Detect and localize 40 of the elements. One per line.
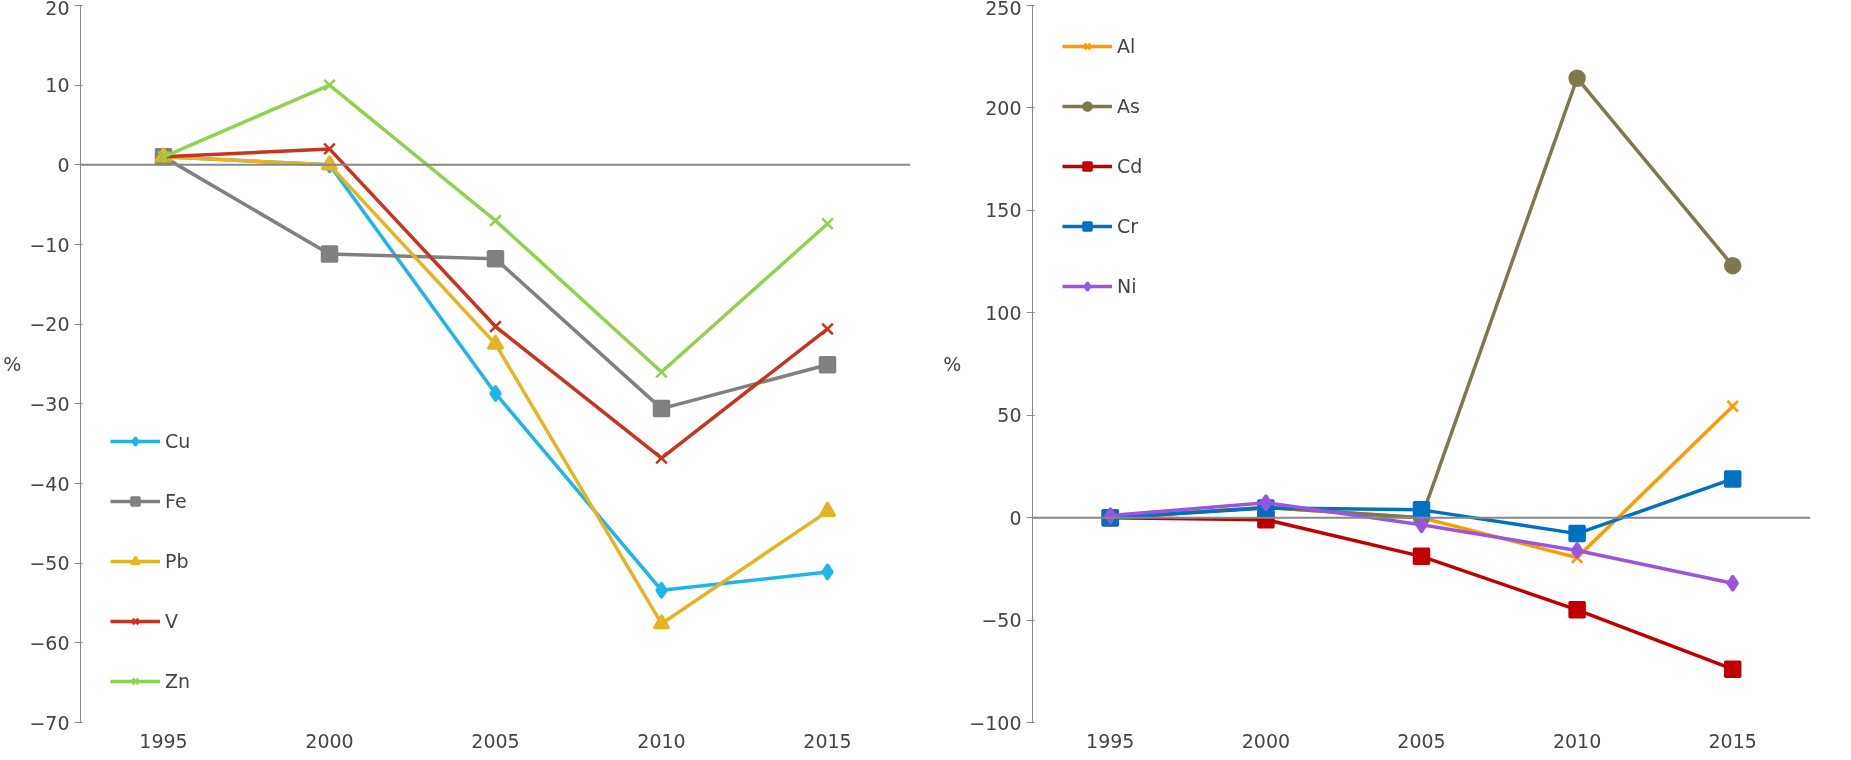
y-tick-label: 50 (997, 404, 1022, 427)
x-tick-label: 2005 (471, 729, 520, 752)
y-tick-label: 20 (45, 0, 70, 19)
legend-label: V (165, 610, 179, 632)
legend-label: Cr (1117, 215, 1139, 237)
y-tick-label: 150 (985, 199, 1022, 222)
x-tick-label: 2015 (803, 729, 852, 752)
legend-label: Cd (1117, 155, 1143, 177)
y-tick-label: −50 (981, 609, 1022, 632)
x-tick-label: 2005 (1397, 729, 1446, 752)
y-tick-label: −40 (29, 472, 70, 495)
y-tick-label: −50 (29, 552, 70, 575)
legend-label: Fe (165, 490, 187, 512)
y-tick-label: −20 (29, 313, 70, 336)
x-tick-label: 2010 (637, 729, 686, 752)
legend-label: As (1117, 95, 1140, 117)
y-tick-label: 100 (985, 301, 1022, 324)
y-axis-title: % (3, 353, 22, 375)
x-tick-label: 2000 (1241, 729, 1291, 752)
y-tick-label: −10 (29, 233, 70, 256)
legend-label: Pb (165, 550, 189, 572)
y-tick-label: 10 (45, 74, 70, 97)
legend-label: Zn (165, 670, 191, 692)
legend-label: Al (1117, 35, 1137, 57)
y-tick-label: −70 (29, 711, 70, 734)
legend-label: Ni (1117, 275, 1137, 297)
y-tick-label: −60 (29, 631, 70, 654)
y-tick-label: 250 (985, 0, 1022, 19)
legend-label: Cu (165, 430, 191, 452)
y-tick-label: 0 (57, 153, 70, 176)
y-tick-label: 0 (1009, 506, 1022, 529)
y-tick-label: −100 (969, 711, 1022, 734)
x-tick-label: 1995 (139, 729, 188, 752)
x-tick-label: 2010 (1552, 729, 1602, 752)
y-axis-title: % (943, 353, 962, 375)
y-tick-label: −30 (29, 392, 70, 415)
x-tick-label: 2015 (1708, 729, 1757, 752)
x-tick-label: 1995 (1086, 729, 1135, 752)
x-tick-label: 2000 (305, 729, 354, 752)
y-tick-label: 200 (985, 96, 1022, 119)
